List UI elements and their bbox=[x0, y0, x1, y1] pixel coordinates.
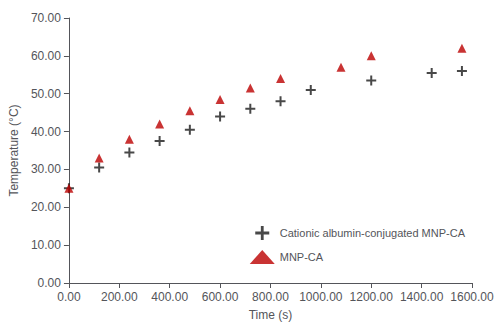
svg-text:50.00: 50.00 bbox=[31, 87, 61, 101]
svg-text:30.00: 30.00 bbox=[31, 162, 61, 176]
svg-text:Time (s): Time (s) bbox=[249, 308, 293, 322]
svg-text:1200.00: 1200.00 bbox=[350, 290, 394, 304]
svg-text:MNP-CA: MNP-CA bbox=[280, 251, 324, 263]
svg-text:200.00: 200.00 bbox=[101, 290, 138, 304]
svg-text:1000.00: 1000.00 bbox=[299, 290, 343, 304]
svg-text:0.00: 0.00 bbox=[38, 276, 62, 290]
svg-text:1600.00: 1600.00 bbox=[450, 290, 494, 304]
svg-text:Cationic albumin-conjugated MN: Cationic albumin-conjugated MNP-CA bbox=[280, 227, 466, 239]
svg-text:800.00: 800.00 bbox=[252, 290, 289, 304]
svg-text:Temperature (°C): Temperature (°C) bbox=[7, 104, 21, 196]
svg-text:20.00: 20.00 bbox=[31, 200, 61, 214]
svg-text:0.00: 0.00 bbox=[57, 290, 81, 304]
svg-text:400.00: 400.00 bbox=[151, 290, 188, 304]
svg-text:60.00: 60.00 bbox=[31, 49, 61, 63]
svg-text:40.00: 40.00 bbox=[31, 125, 61, 139]
svg-text:600.00: 600.00 bbox=[202, 290, 239, 304]
svg-text:10.00: 10.00 bbox=[31, 238, 61, 252]
svg-text:1400.00: 1400.00 bbox=[400, 290, 444, 304]
svg-text:70.00: 70.00 bbox=[31, 11, 61, 25]
